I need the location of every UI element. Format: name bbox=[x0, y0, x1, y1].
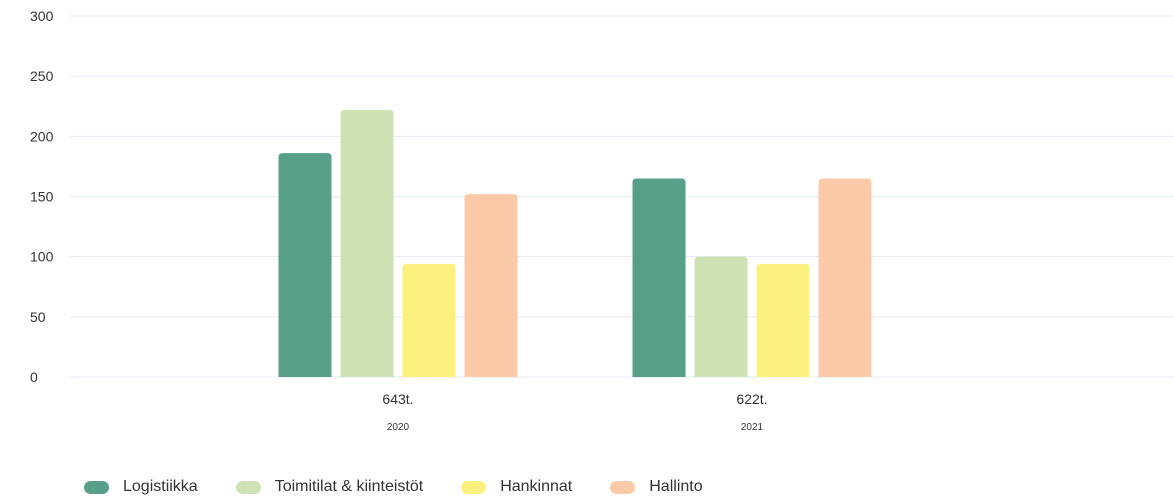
bar-hallinto-2021[interactable] bbox=[818, 178, 872, 377]
bar-logistiikka-2020[interactable] bbox=[278, 153, 332, 377]
y-tick-label: 250 bbox=[30, 68, 54, 84]
y-tick-label: 100 bbox=[30, 249, 54, 265]
y-tick-label: 0 bbox=[30, 369, 38, 385]
legend-item-toimitilat: Toimitilat & kiinteistöt bbox=[235, 478, 424, 496]
y-tick-label: 200 bbox=[30, 128, 54, 144]
legend-label-hallinto: Hallinto bbox=[649, 478, 703, 495]
legend-swatch-hallinto bbox=[610, 480, 636, 494]
legend-label-toimitilat: Toimitilat & kiinteistöt bbox=[274, 478, 424, 495]
legend-label-hankinnat: Hankinnat bbox=[500, 478, 573, 495]
legend-label-logistiikka: Logistiikka bbox=[123, 478, 198, 495]
legend-swatch-toimitilat bbox=[235, 480, 261, 494]
legend-swatch-logistiikka bbox=[84, 480, 109, 494]
y-tick-label: 300 bbox=[30, 8, 54, 24]
legend-item-hankinnat: Hankinnat bbox=[461, 478, 572, 496]
legend: Logistiikka Toimitilat & kiinteistöt Han… bbox=[84, 478, 741, 496]
bar-hallinto-2020[interactable] bbox=[464, 194, 518, 377]
bar-logistiikka-2021[interactable] bbox=[632, 178, 686, 377]
legend-item-hallinto: Hallinto bbox=[610, 478, 703, 496]
legend-swatch-hankinnat bbox=[461, 480, 487, 494]
category-total-label: 622t. bbox=[736, 391, 767, 407]
bar-toimitilat-kiinteist-t-2020[interactable] bbox=[340, 109, 394, 378]
bar-hankinnat-2020[interactable] bbox=[402, 263, 456, 377]
x-category-label: 2020 bbox=[387, 422, 410, 433]
x-category-label: 2021 bbox=[741, 422, 764, 433]
bar-toimitilat-kiinteist-t-2021[interactable] bbox=[694, 256, 748, 377]
bar-hankinnat-2021[interactable] bbox=[756, 263, 810, 377]
category-total-label: 643t. bbox=[382, 391, 413, 407]
y-tick-label: 50 bbox=[30, 309, 46, 325]
y-tick-label: 150 bbox=[30, 189, 54, 205]
legend-item-logistiikka: Logistiikka bbox=[84, 478, 198, 496]
